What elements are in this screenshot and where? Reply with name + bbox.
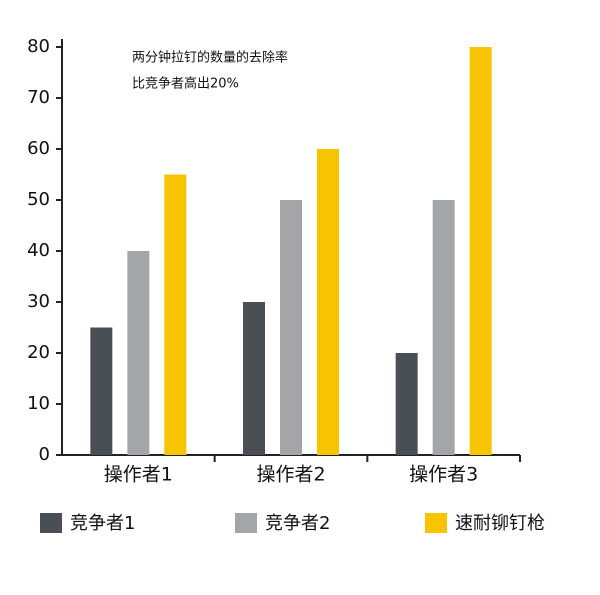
- y-tick-label: 80: [27, 36, 50, 57]
- legend-label: 速耐铆钉枪: [455, 513, 545, 534]
- y-tick-label: 10: [27, 393, 50, 414]
- bar: [432, 200, 455, 455]
- y-tick-label: 0: [39, 444, 50, 465]
- bar: [280, 200, 302, 455]
- annotation: 两分钟拉钉的数量的去除率: [132, 50, 288, 66]
- legend-label: 竞争者2: [265, 513, 330, 534]
- legend-swatch: [40, 513, 62, 533]
- x-tick-label: 操作者2: [256, 464, 325, 486]
- x-tick-label: 操作者3: [409, 464, 478, 486]
- y-tick-label: 40: [27, 240, 50, 261]
- legend-swatch: [425, 513, 447, 533]
- legend-swatch: [235, 513, 257, 533]
- bar: [395, 353, 418, 455]
- y-tick-label: 60: [27, 138, 50, 159]
- annotation: 比竞争者高出20%: [132, 76, 239, 92]
- y-tick-label: 20: [27, 342, 50, 363]
- bar: [243, 302, 265, 455]
- bar: [317, 149, 339, 455]
- bar: [469, 47, 492, 455]
- bar: [164, 174, 187, 455]
- y-tick-label: 50: [27, 189, 50, 210]
- y-tick-label: 70: [27, 87, 50, 108]
- y-tick-label: 30: [27, 291, 50, 312]
- legend-label: 竞争者1: [70, 513, 135, 534]
- x-tick-label: 操作者1: [104, 464, 173, 486]
- bar: [127, 251, 150, 455]
- bar: [90, 327, 113, 455]
